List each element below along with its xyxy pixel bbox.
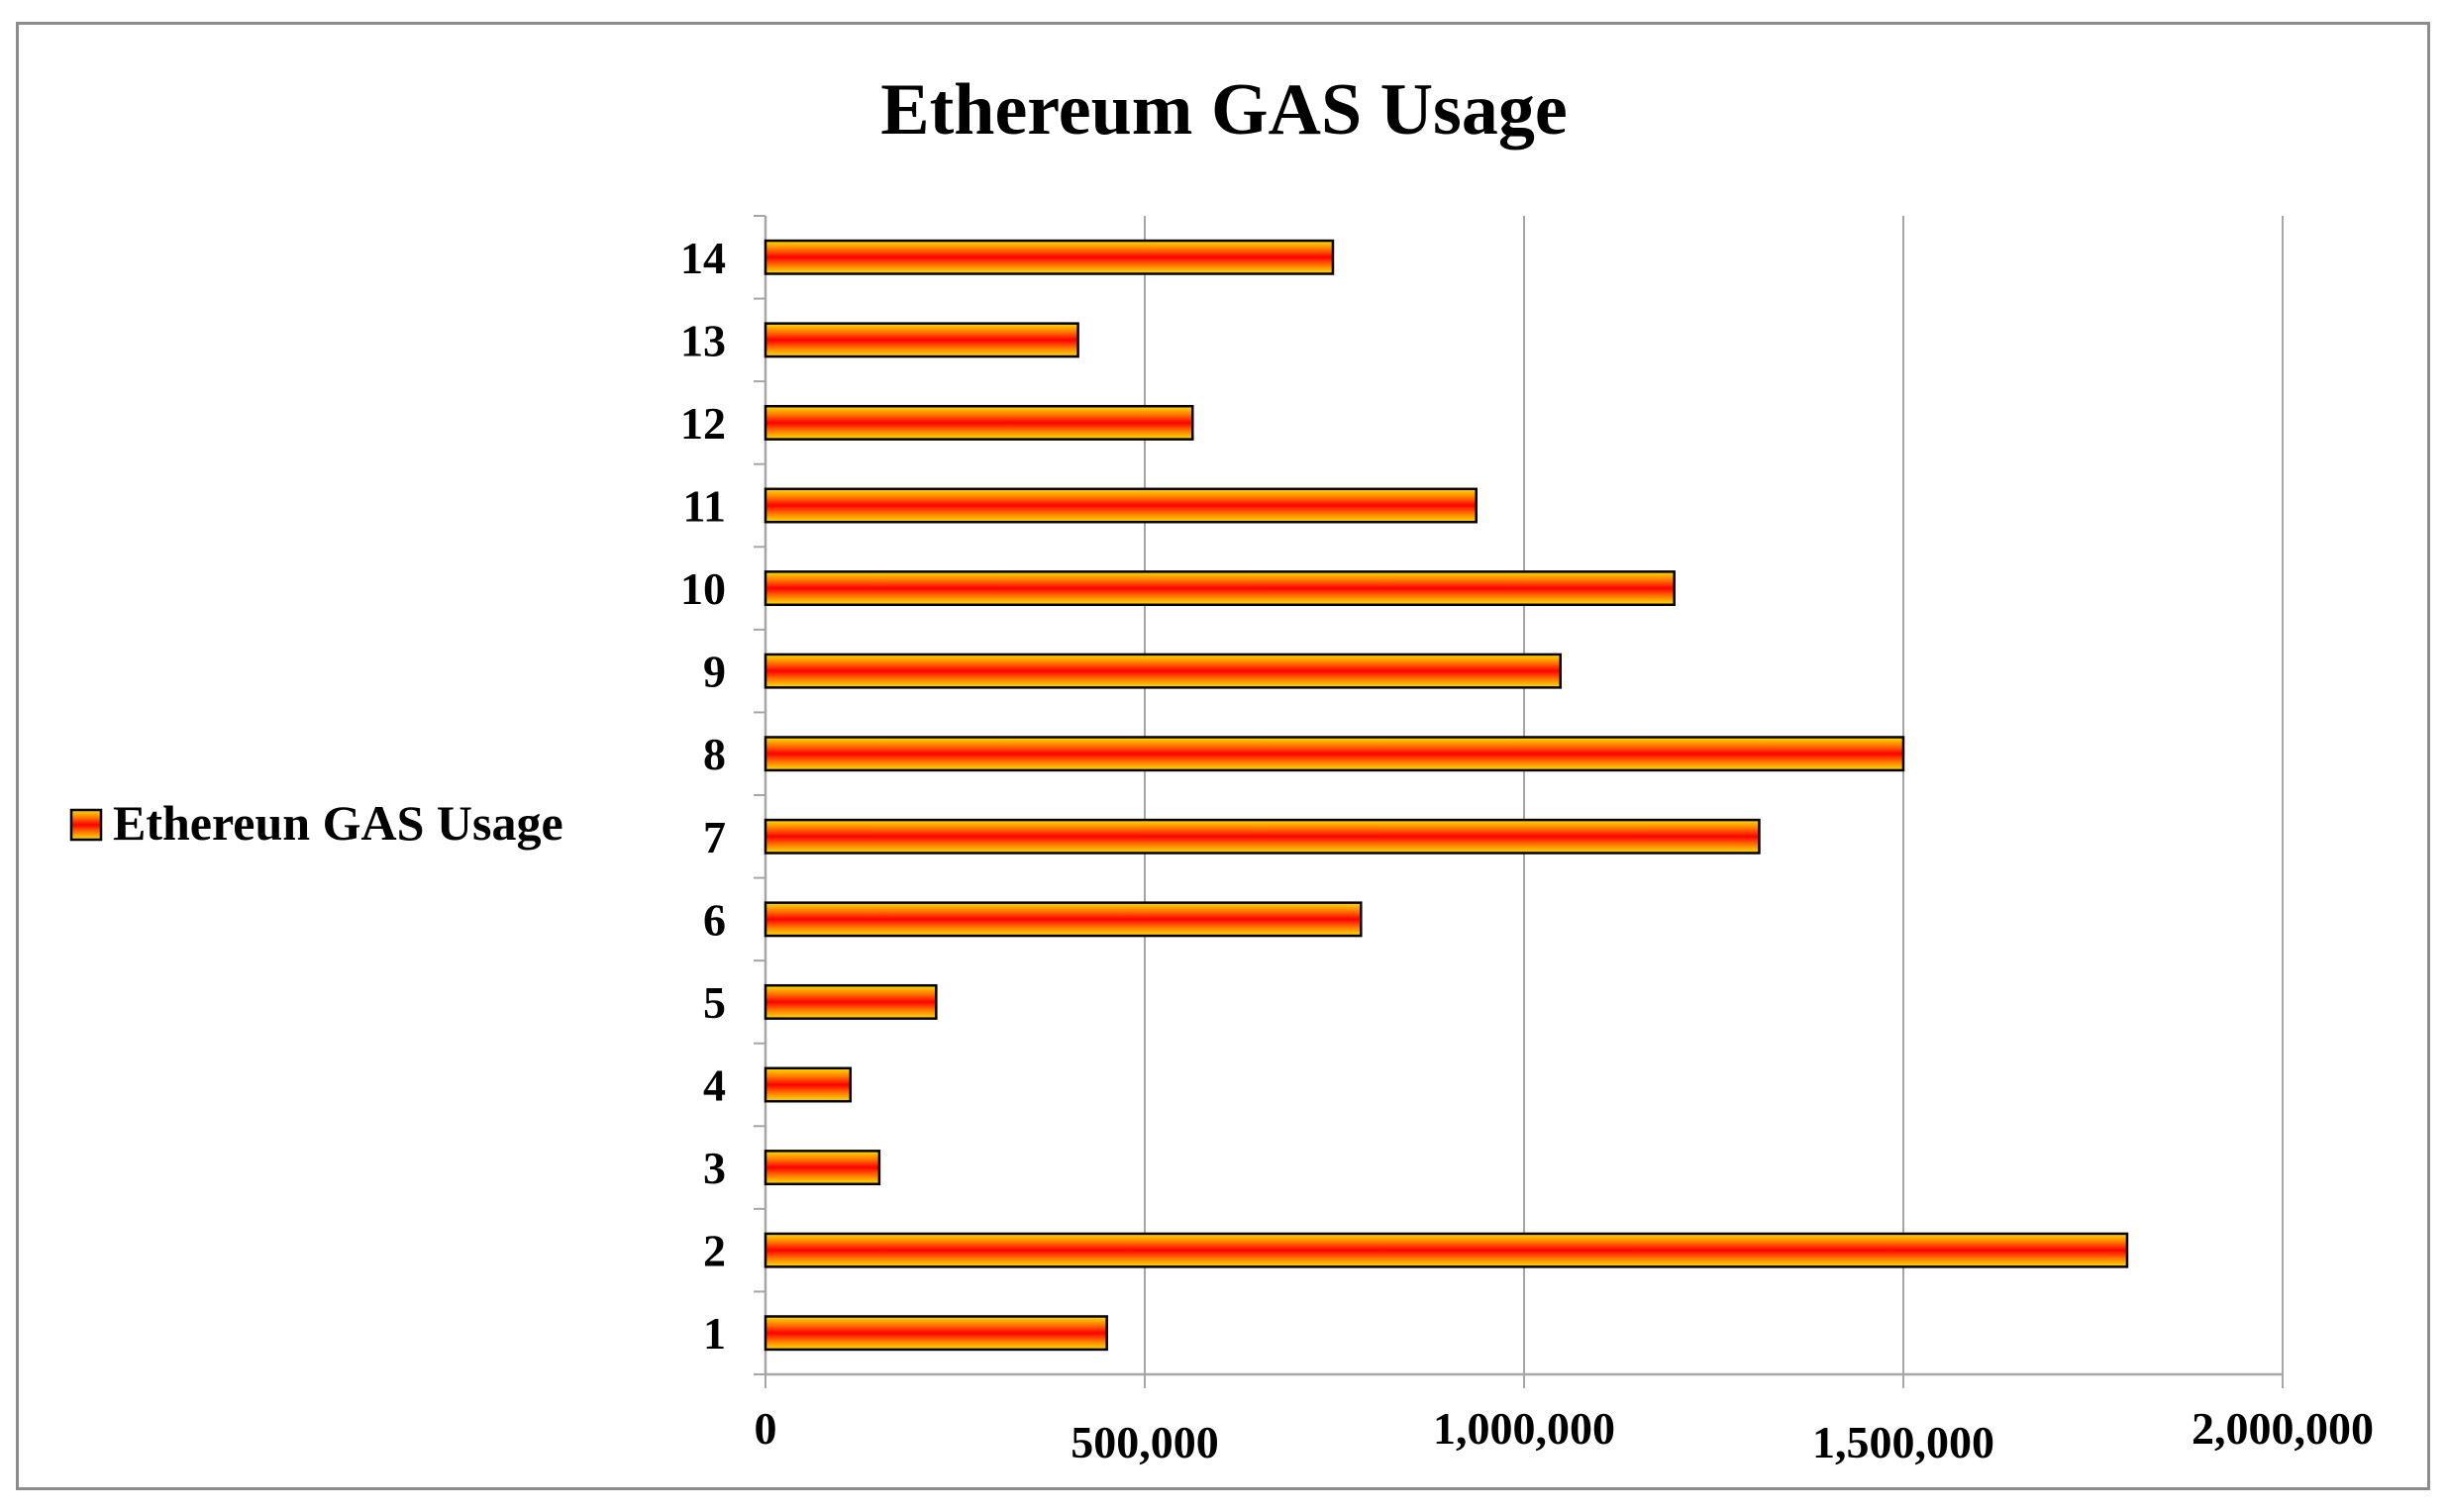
chart-title: Ethereum GAS Usage — [880, 69, 1567, 151]
x-tick-label: 1,500,000 — [1812, 1417, 1994, 1467]
y-tick-label: 9 — [703, 647, 726, 697]
bar-2 — [764, 1232, 2129, 1268]
gridlines — [1144, 216, 2284, 1374]
y-tick-label: 14 — [680, 233, 726, 283]
bars — [764, 239, 2129, 1352]
legend-swatch — [69, 808, 103, 842]
y-tick-label: 5 — [703, 977, 726, 1028]
bar-13 — [764, 322, 1079, 358]
bar-12 — [764, 404, 1194, 441]
bar-8 — [764, 736, 1905, 772]
x-tick-label: 500,000 — [1071, 1417, 1219, 1467]
y-tick-label: 6 — [703, 894, 726, 945]
bar-3 — [764, 1150, 881, 1186]
y-tick-label: 10 — [680, 563, 726, 614]
axes — [754, 215, 2284, 1388]
x-tick-label: 0 — [755, 1403, 777, 1454]
legend: Ethereun GAS Usage — [69, 795, 563, 851]
x-tick-label: 1,000,000 — [1433, 1403, 1615, 1454]
bar-10 — [764, 570, 1676, 607]
y-tick-label: 11 — [683, 481, 726, 532]
bar-5 — [764, 983, 938, 1020]
bar-1 — [764, 1315, 1108, 1352]
legend-label: Ethereun GAS Usage — [113, 795, 563, 851]
y-tick-label: 3 — [703, 1143, 726, 1193]
bar-6 — [764, 901, 1363, 938]
y-tick-label: 8 — [703, 729, 726, 779]
bar-14 — [764, 239, 1335, 275]
y-tick-label: 7 — [703, 812, 726, 862]
bar-9 — [764, 653, 1563, 689]
bar-7 — [764, 818, 1761, 855]
x-axis-tick-labels: 0 500,000 1,000,000 1,500,000 2,000,000 — [755, 1403, 2375, 1467]
y-tick-label: 12 — [680, 398, 726, 449]
bar-4 — [764, 1066, 853, 1103]
y-tick-label: 1 — [703, 1308, 726, 1359]
x-tick-label: 2,000,000 — [2192, 1403, 2374, 1454]
bar-11 — [764, 487, 1478, 524]
y-tick-label: 2 — [703, 1226, 726, 1276]
y-tick-label: 4 — [703, 1060, 726, 1111]
y-tick-label: 13 — [680, 315, 726, 365]
